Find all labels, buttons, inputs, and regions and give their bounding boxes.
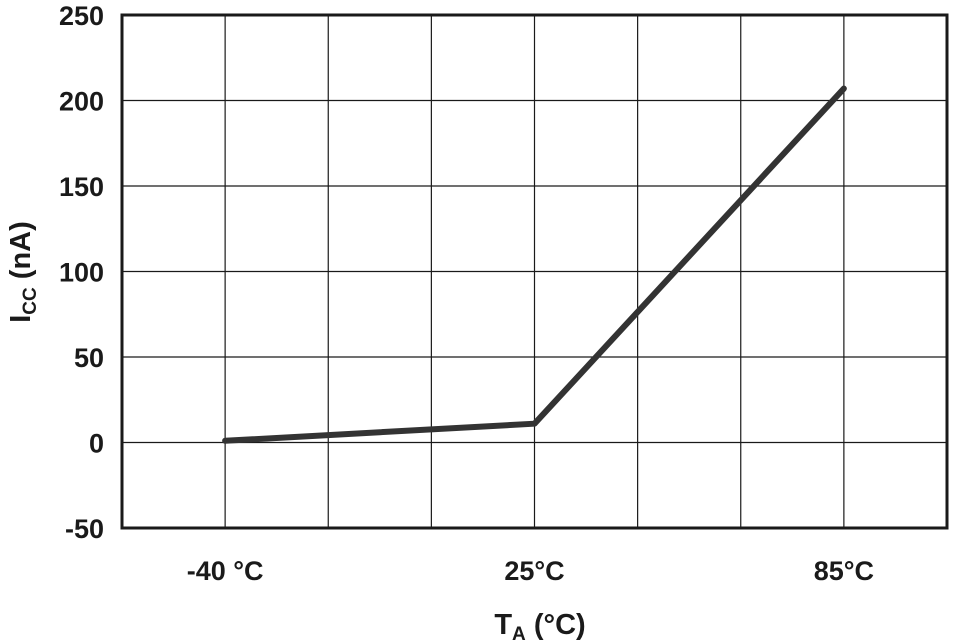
x-axis-label-main: T — [494, 609, 512, 641]
y-axis-label-main: I — [5, 315, 37, 323]
x-axis-label: TA (°C) — [494, 609, 585, 641]
y-tick-labels: 250 200 150 100 50 0 -50 — [59, 1, 104, 544]
y-axis-label-rest: (nA) — [5, 221, 37, 287]
x-tick-label: 85°C — [814, 556, 874, 586]
grid-lines — [122, 14, 947, 529]
y-tick-label: 250 — [59, 1, 104, 31]
data-series — [222, 85, 847, 444]
y-tick-label: 100 — [59, 258, 104, 288]
y-tick-label: 150 — [59, 172, 104, 202]
x-axis-label-rest: (°C) — [526, 609, 586, 641]
y-tick-label: 0 — [89, 429, 104, 459]
y-tick-label: -50 — [65, 514, 104, 544]
y-tick-label: 200 — [59, 87, 104, 117]
y-axis-label: ICC (nA) — [5, 221, 41, 323]
x-tick-label: 25°C — [504, 556, 564, 586]
x-axis-label-sub: A — [512, 624, 526, 641]
y-tick-label: 50 — [74, 343, 104, 373]
x-tick-label: -40 °C — [187, 556, 264, 586]
x-tick-labels: -40 °C 25°C 85°C — [187, 556, 874, 586]
plot-frame — [120, 13, 949, 530]
y-axis-label-sub: CC — [20, 287, 41, 315]
